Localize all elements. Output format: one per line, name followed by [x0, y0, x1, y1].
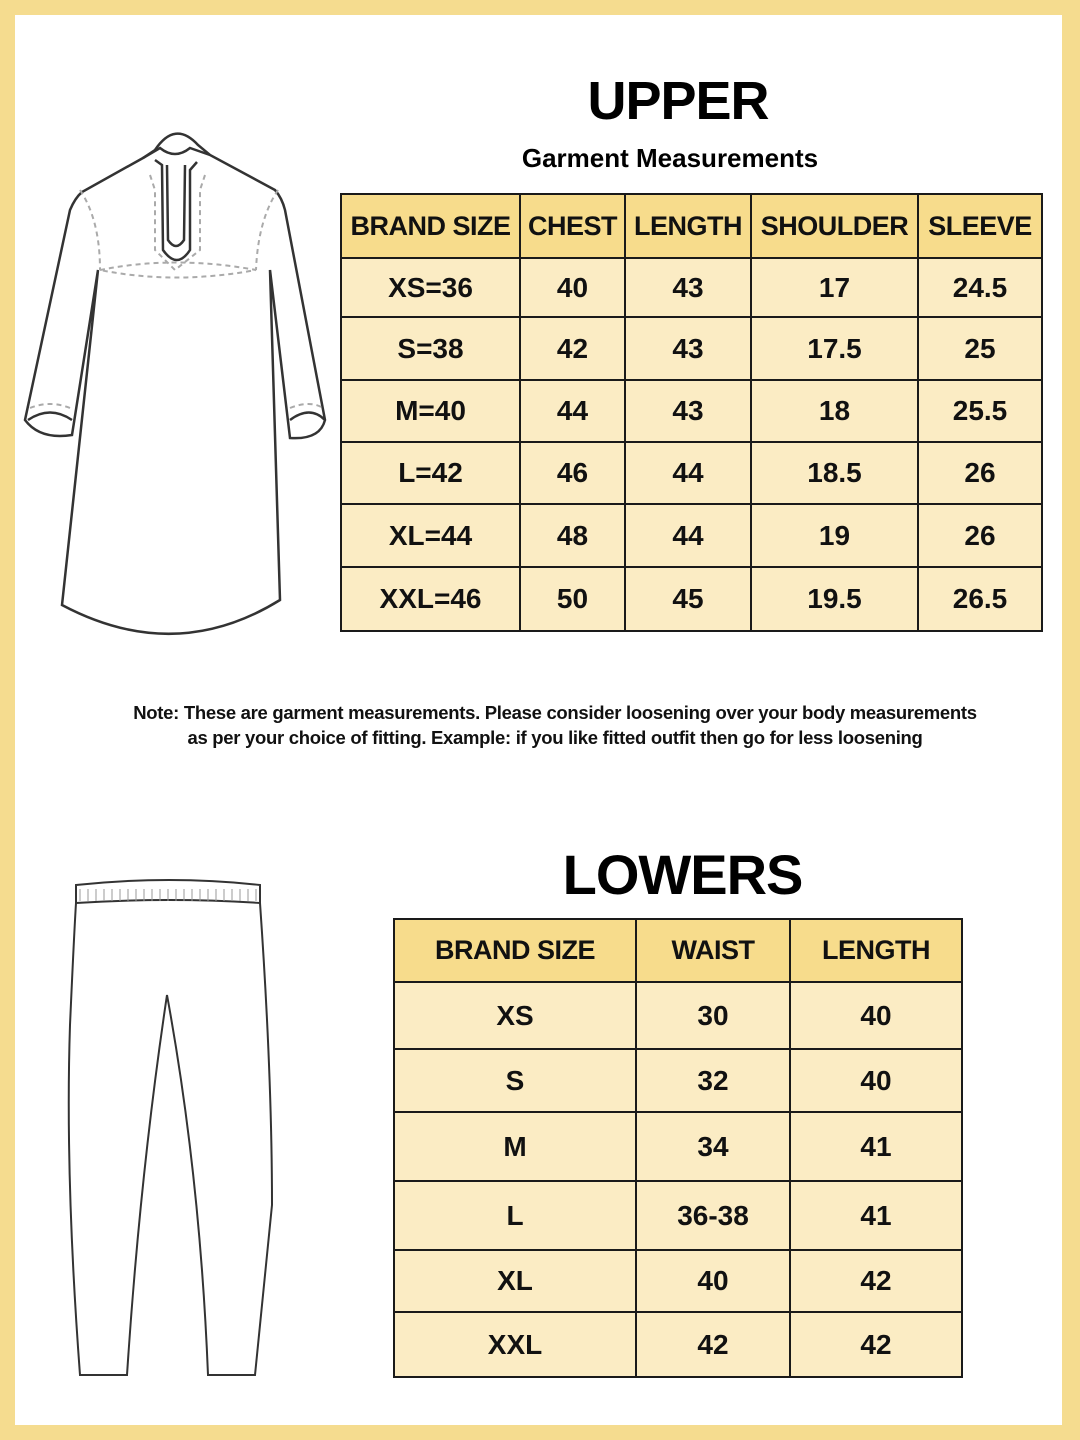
upper-subtitle: Garment Measurements	[521, 143, 819, 173]
cell: 50	[519, 566, 626, 632]
table-row: XS 30 40	[393, 981, 963, 1050]
cell: S	[393, 1048, 637, 1113]
upper-size-table: BRAND SIZE CHEST LENGTH SHOULDER SLEEVE …	[340, 193, 1043, 632]
cell: 40	[635, 1249, 791, 1313]
lowers-size-table: BRAND SIZE WAIST LENGTH XS 30 40 S 32 40 M 34…	[393, 918, 963, 1378]
note-line-2: as per your choice of fitting. Example: …	[187, 727, 923, 748]
cell: 17	[750, 257, 919, 318]
cell: S=38	[340, 316, 521, 381]
cell: 18.5	[750, 441, 919, 505]
table-row: S 32 40	[393, 1048, 963, 1113]
table-row: XXL 42 42	[393, 1311, 963, 1378]
cell: 26	[917, 503, 1043, 568]
lowers-header-row: BRAND SIZE WAIST LENGTH	[393, 918, 963, 983]
lowers-title: LOWERS	[562, 843, 804, 906]
cell: 40	[519, 257, 626, 318]
cell: 43	[624, 316, 752, 381]
table-row: S=38 42 43 17.5 25	[340, 316, 1043, 381]
cell: 26	[917, 441, 1043, 505]
column-header: BRAND SIZE	[340, 193, 521, 259]
table-row: M=40 44 43 18 25.5	[340, 379, 1043, 443]
cell: 30	[635, 981, 791, 1050]
cell: 46	[519, 441, 626, 505]
cell: 17.5	[750, 316, 919, 381]
upper-title: UPPER	[587, 71, 769, 131]
column-header: SHOULDER	[750, 193, 919, 259]
cell: 19.5	[750, 566, 919, 632]
cell: 44	[519, 379, 626, 443]
cell: XS=36	[340, 257, 521, 318]
cell: 48	[519, 503, 626, 568]
cell: 41	[789, 1111, 963, 1182]
cell: 44	[624, 441, 752, 505]
cell: XXL	[393, 1311, 637, 1378]
cell: 25.5	[917, 379, 1043, 443]
column-header: WAIST	[635, 918, 791, 983]
cell: 40	[789, 1048, 963, 1113]
cell: 43	[624, 257, 752, 318]
cell: 43	[624, 379, 752, 443]
cell: L=42	[340, 441, 521, 505]
cell: XXL=46	[340, 566, 521, 632]
cell: 18	[750, 379, 919, 443]
cell: 44	[624, 503, 752, 568]
cell: M	[393, 1111, 637, 1182]
cell: 45	[624, 566, 752, 632]
table-row: XL 40 42	[393, 1249, 963, 1313]
cell: XS	[393, 981, 637, 1050]
table-row: L=42 46 44 18.5 26	[340, 441, 1043, 505]
cell: L	[393, 1180, 637, 1251]
table-row: XL=44 48 44 19 26	[340, 503, 1043, 568]
cell: 42	[519, 316, 626, 381]
table-row: XXL=46 50 45 19.5 26.5	[340, 566, 1043, 632]
table-row: XS=36 40 43 17 24.5	[340, 257, 1043, 318]
column-header: SLEEVE	[917, 193, 1043, 259]
table-row: L 36-38 41	[393, 1180, 963, 1251]
cell: 36-38	[635, 1180, 791, 1251]
cell: XL=44	[340, 503, 521, 568]
cell: 32	[635, 1048, 791, 1113]
cell: 34	[635, 1111, 791, 1182]
cell: 42	[635, 1311, 791, 1378]
table-row: M 34 41	[393, 1111, 963, 1182]
column-header: LENGTH	[624, 193, 752, 259]
note-line-1: Note: These are garment measurements. Pl…	[133, 702, 977, 723]
column-header: LENGTH	[789, 918, 963, 983]
cell: 19	[750, 503, 919, 568]
cell: 25	[917, 316, 1043, 381]
cell: 41	[789, 1180, 963, 1251]
cell: 40	[789, 981, 963, 1050]
note-text: Note: These are garment measurements. Pl…	[40, 700, 1070, 750]
cell: 42	[789, 1249, 963, 1313]
cell: M=40	[340, 379, 521, 443]
column-header: BRAND SIZE	[393, 918, 637, 983]
column-header: CHEST	[519, 193, 626, 259]
kurta-illustration	[23, 132, 327, 635]
trousers-illustration	[67, 879, 274, 1376]
upper-header-row: BRAND SIZE CHEST LENGTH SHOULDER SLEEVE	[340, 193, 1043, 259]
cell: 42	[789, 1311, 963, 1378]
cell: 24.5	[917, 257, 1043, 318]
cell: XL	[393, 1249, 637, 1313]
cell: 26.5	[917, 566, 1043, 632]
